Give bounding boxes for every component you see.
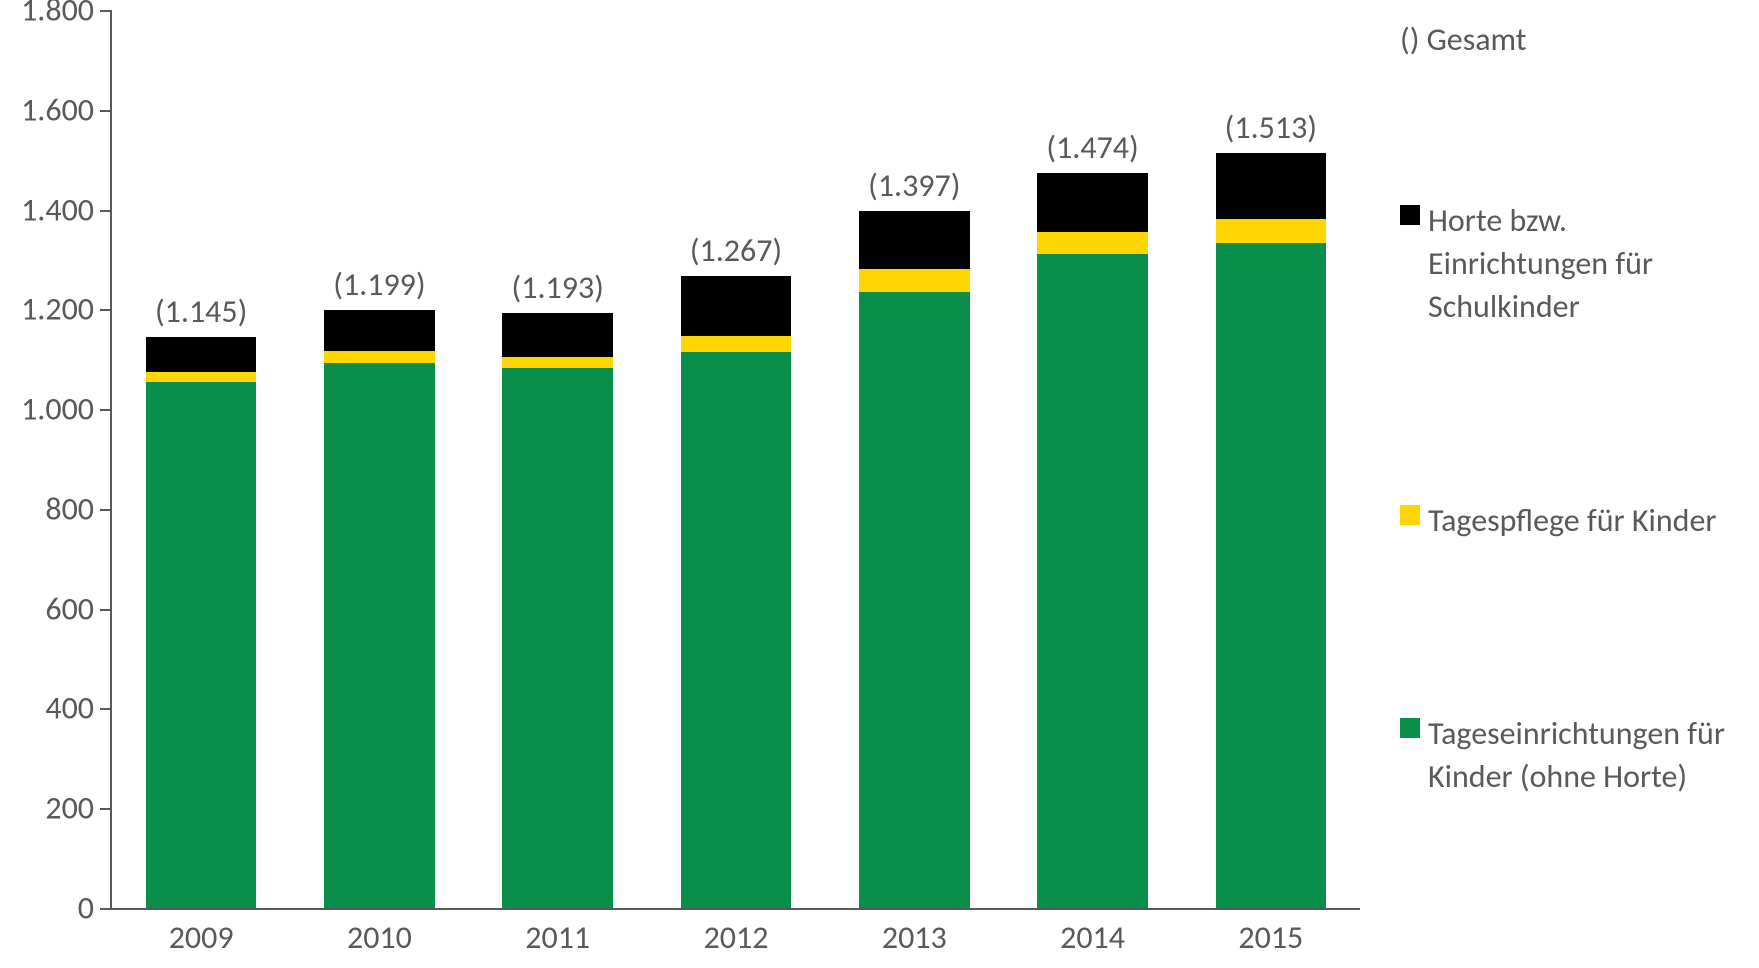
x-axis-label: 2009 (169, 908, 234, 957)
bar-segment-tagespflege (859, 269, 970, 291)
legend-label: Tagespflege für Kinder (1428, 499, 1740, 542)
bar-total-label: (1.474) (1046, 128, 1138, 173)
x-axis-label: 2011 (525, 908, 590, 957)
y-axis-label: 800 (45, 489, 112, 528)
x-axis-label: 2012 (704, 908, 769, 957)
plot-area: 02004006008001.0001.2001.4001.6001.80020… (110, 10, 1360, 910)
bar-segment-horte (1037, 173, 1148, 232)
bar-total-label: (1.513) (1225, 108, 1317, 153)
bar-segment-horte (502, 313, 613, 357)
bar-segment-horte (1216, 153, 1327, 218)
bar-segment-tageseinrichtungen (502, 368, 613, 908)
bar-segment-tageseinrichtungen (146, 382, 257, 908)
bar-segment-tagespflege (1037, 232, 1148, 255)
x-axis-label: 2014 (1060, 908, 1125, 957)
x-axis-label: 2010 (347, 908, 412, 957)
bar: (1.513) (1216, 153, 1327, 908)
legend-swatch (1400, 505, 1420, 525)
y-axis-label: 0 (78, 889, 112, 928)
y-axis-label: 600 (45, 589, 112, 628)
bar-segment-tagespflege (146, 372, 257, 382)
bar-segment-horte (681, 276, 792, 336)
bar: (1.474) (1037, 173, 1148, 908)
bar: (1.199) (324, 310, 435, 908)
x-axis-label: 2013 (882, 908, 947, 957)
bar-segment-tagespflege (681, 336, 792, 352)
y-axis-label: 1.200 (21, 290, 112, 329)
legend-label: Tageseinrichtungen für Kinder (ohne Hort… (1428, 712, 1740, 798)
bar-segment-tageseinrichtungen (1037, 254, 1148, 908)
bar: (1.193) (502, 313, 613, 908)
bar-total-label: (1.145) (155, 292, 247, 337)
y-axis-label: 1.800 (21, 0, 112, 30)
bar-segment-horte (859, 211, 970, 269)
y-axis-label: 200 (45, 789, 112, 828)
bar-segment-tagespflege (1216, 219, 1327, 244)
bar-segment-tageseinrichtungen (681, 352, 792, 908)
bar-segment-horte (146, 337, 257, 372)
legend-item-tageseinrichtungen: Tageseinrichtungen für Kinder (ohne Hort… (1400, 712, 1740, 798)
x-axis-label: 2015 (1238, 908, 1303, 957)
legend-header: () Gesamt (1400, 20, 1740, 59)
bar-segment-horte (324, 310, 435, 351)
bar: (1.267) (681, 276, 792, 908)
bar-total-label: (1.193) (512, 268, 604, 313)
y-axis-label: 1.000 (21, 390, 112, 429)
bar-segment-tagespflege (324, 351, 435, 363)
stacked-bar-chart: 0 200 400 600 800 1.000 1.200 1.400 1.600 1.800 20… (0, 0, 1759, 968)
bar-total-label: (1.199) (333, 265, 425, 310)
legend-swatch (1400, 718, 1420, 738)
bar-segment-tageseinrichtungen (324, 363, 435, 908)
bar: (1.145) (146, 337, 257, 908)
legend-item-horte: Horte bzw. Einrichtungen für Schulkinder (1400, 199, 1740, 329)
y-axis-label: 400 (45, 689, 112, 728)
legend-item-tagespflege: Tagespflege für Kinder (1400, 499, 1740, 542)
bar: (1.397) (859, 211, 970, 908)
legend: () Gesamt Horte bzw. Einrichtungen für S… (1400, 20, 1740, 798)
y-axis-label: 1.600 (21, 90, 112, 129)
bar-total-label: (1.267) (690, 231, 782, 276)
bar-segment-tagespflege (502, 357, 613, 368)
bar-segment-tageseinrichtungen (1216, 243, 1327, 908)
legend-label: Horte bzw. Einrichtungen für Schulkinder (1428, 199, 1740, 329)
bar-segment-tageseinrichtungen (859, 292, 970, 908)
legend-swatch (1400, 205, 1420, 225)
bar-total-label: (1.397) (868, 166, 960, 211)
y-axis-label: 1.400 (21, 190, 112, 229)
